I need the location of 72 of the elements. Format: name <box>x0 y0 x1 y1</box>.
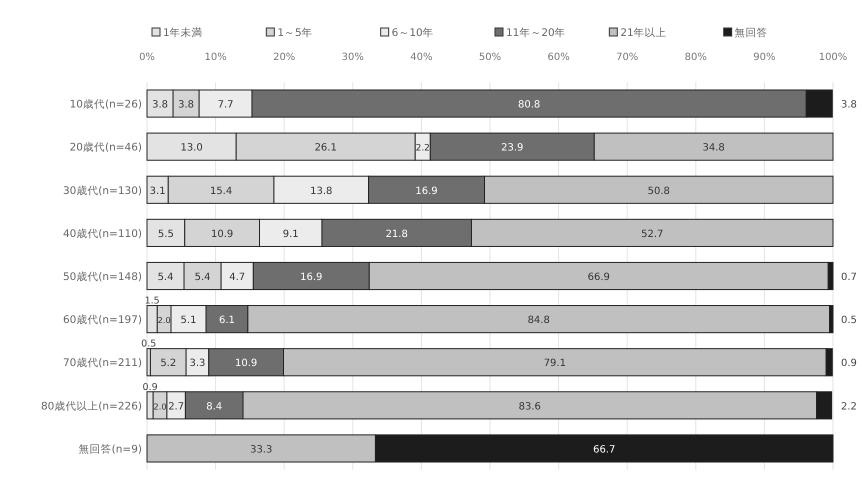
data-label: 9.1 <box>282 228 299 240</box>
data-label: 21.8 <box>386 228 408 240</box>
data-label: 26.1 <box>314 142 337 154</box>
y-tick-label: 20歳代(n=46) <box>70 140 142 154</box>
data-label: 1.5 <box>144 296 160 307</box>
data-label: 23.9 <box>501 142 524 154</box>
data-label: 50.8 <box>648 186 670 197</box>
x-tick-label: 0% <box>139 52 155 63</box>
data-label: 0.5 <box>841 315 857 326</box>
data-label: 8.4 <box>206 401 222 412</box>
data-label: 0.9 <box>841 358 857 370</box>
legend-label: 無回答 <box>734 27 768 39</box>
data-label: 79.1 <box>544 358 566 370</box>
data-label: 5.4 <box>194 272 211 283</box>
y-tick-label: 30歳代(n=130) <box>62 184 142 197</box>
x-tick-label: 100% <box>818 52 848 63</box>
data-label: 6.1 <box>218 315 235 326</box>
data-label: 0.5 <box>141 338 156 350</box>
x-tick-label: 20% <box>273 52 296 63</box>
x-tick-label: 60% <box>547 52 570 63</box>
legend-label: 6～10年 <box>392 27 434 39</box>
x-tick-label: 40% <box>410 52 433 63</box>
y-tick-label: 80歳代以上(n=226) <box>40 399 142 412</box>
data-label: 83.6 <box>518 401 541 412</box>
y-tick-label: 60歳代(n=197) <box>62 313 142 326</box>
data-label: 66.7 <box>593 444 616 456</box>
data-label: 0.9 <box>142 382 158 393</box>
data-label: 52.7 <box>641 228 664 240</box>
data-label: 5.5 <box>158 228 174 240</box>
data-label: 2.0 <box>158 315 171 326</box>
x-tick-label: 70% <box>616 52 638 63</box>
data-label: 5.4 <box>158 272 174 283</box>
data-label: 5.2 <box>160 358 176 370</box>
legend-label: 21年以上 <box>620 26 667 39</box>
data-label: 80.8 <box>518 100 540 111</box>
data-label: 13.0 <box>180 142 203 154</box>
data-label: 7.7 <box>218 100 234 111</box>
x-tick-label: 50% <box>478 52 502 63</box>
data-label: 66.9 <box>588 272 610 283</box>
data-label: 3.8 <box>178 100 194 111</box>
data-label: 2.2 <box>416 144 430 154</box>
data-label: 84.8 <box>528 315 550 326</box>
legend-label: 1～5年 <box>277 27 313 39</box>
legend-label: 11年～20年 <box>506 27 566 39</box>
x-tick-label: 30% <box>342 52 364 63</box>
y-tick-label: 70歳代(n=211) <box>62 356 142 370</box>
data-label: 5.1 <box>180 315 196 326</box>
data-label: 2.2 <box>841 401 857 412</box>
data-label: 34.8 <box>702 142 725 154</box>
data-label: 10.9 <box>210 228 234 240</box>
x-tick-label: 90% <box>753 52 776 63</box>
data-label: 0.7 <box>841 272 857 283</box>
y-tick-label: 50歳代(n=148) <box>62 270 142 283</box>
x-tick-label: 80% <box>684 52 707 63</box>
data-label: 16.9 <box>300 272 322 283</box>
data-label: 16.9 <box>415 186 438 197</box>
data-label: 15.4 <box>210 186 232 197</box>
data-label: 10.9 <box>234 358 258 370</box>
data-label: 2.0 <box>154 401 167 412</box>
x-tick-label: 10% <box>204 52 227 63</box>
data-label: 33.3 <box>250 444 272 456</box>
legend-label: 1年未満 <box>163 26 203 39</box>
y-tick-label: 40歳代(n=110) <box>62 226 142 240</box>
data-label: 3.8 <box>841 100 857 111</box>
data-label: 3.3 <box>189 358 206 370</box>
data-label: 3.8 <box>152 100 168 111</box>
data-label: 3.1 <box>150 186 166 197</box>
y-tick-label: 10歳代(n=26) <box>70 98 142 111</box>
y-tick-label: 無回答(n=9) <box>78 443 142 456</box>
data-label: 2.7 <box>168 401 184 412</box>
data-label: 4.7 <box>229 272 246 283</box>
data-label: 13.8 <box>310 186 332 197</box>
